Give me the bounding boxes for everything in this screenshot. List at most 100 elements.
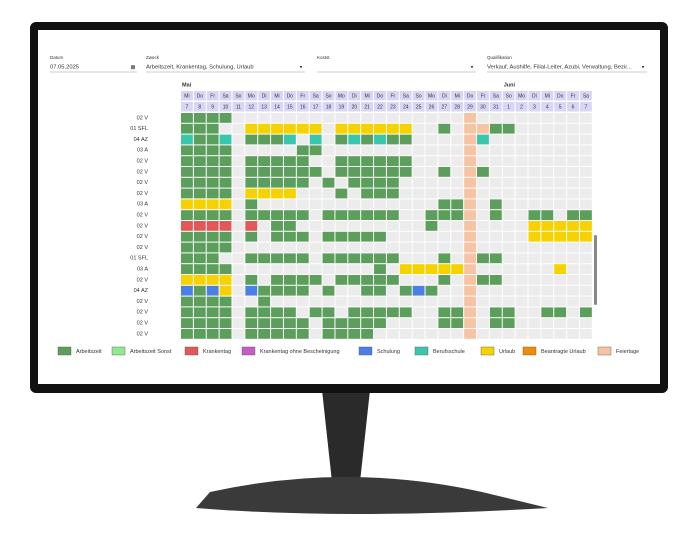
schedule-cell <box>283 199 296 210</box>
schedule-cell <box>181 242 193 253</box>
schedule-cell <box>245 231 258 242</box>
date-cell <box>412 102 425 112</box>
schedule-cell <box>554 296 567 307</box>
schedule-cell <box>232 123 245 134</box>
schedule-cell <box>309 231 322 242</box>
weekday: Fr <box>481 93 486 99</box>
schedule-cell <box>425 134 438 145</box>
schedule-cell <box>425 307 438 318</box>
schedule-cell <box>309 156 322 166</box>
schedule-cell <box>451 188 464 199</box>
schedule-cell <box>541 285 554 296</box>
schedule-cell <box>438 285 451 296</box>
schedule-cell <box>206 199 219 210</box>
schedule-cell <box>309 221 322 231</box>
schedule-cell <box>386 329 399 339</box>
schedule-cell <box>232 113 245 123</box>
schedule-cell <box>283 134 296 145</box>
date-cell <box>438 102 451 112</box>
schedule-cell <box>348 177 361 188</box>
schedule-cell <box>232 134 245 145</box>
schedule-cell <box>374 329 386 339</box>
weekday-cell <box>335 91 348 101</box>
schedule-cell <box>386 296 399 307</box>
schedule-cell <box>451 145 464 156</box>
legend-label: Krankentag <box>203 349 231 355</box>
schedule-cell <box>579 242 592 253</box>
schedule-cell <box>193 113 206 123</box>
date: 6 <box>572 104 575 110</box>
schedule-cell <box>322 134 335 145</box>
schedule-cell <box>309 145 322 156</box>
date: 12 <box>249 104 255 110</box>
schedule-cell <box>335 188 348 199</box>
weekday: So <box>325 93 331 99</box>
schedule-cell <box>386 156 399 166</box>
schedule-cell <box>412 264 425 274</box>
schedule-cell <box>206 210 219 220</box>
schedule-cell <box>206 221 219 231</box>
schedule-cell <box>245 307 258 318</box>
schedule-cell <box>554 264 567 274</box>
schedule-cell <box>567 145 579 156</box>
schedule-cell <box>567 329 579 339</box>
schedule-cell <box>348 307 361 318</box>
schedule-cell <box>489 123 502 134</box>
filter-label: Datum <box>50 55 64 60</box>
schedule-cell <box>412 307 425 318</box>
schedule-cell <box>541 307 554 318</box>
schedule-cell <box>579 221 592 231</box>
schedule-cell <box>502 253 515 264</box>
schedule-cell <box>579 285 592 296</box>
weekday-cell <box>567 91 579 101</box>
schedule-cell <box>193 285 206 296</box>
schedule-cell <box>477 177 489 188</box>
weekday: Do <box>197 93 204 99</box>
schedule-cell <box>219 318 232 328</box>
schedule-cell <box>374 199 386 210</box>
row-label: 01 SFL <box>130 126 148 132</box>
row-label: 02 V <box>137 169 149 175</box>
schedule-cell <box>412 156 425 166</box>
schedule-cell <box>348 231 361 242</box>
schedule-cell <box>412 285 425 296</box>
weekday-cell <box>528 91 541 101</box>
weekday-cell <box>245 91 258 101</box>
schedule-cell <box>464 264 477 274</box>
row-label: 02 V <box>137 223 149 229</box>
schedule-cell <box>181 329 193 339</box>
schedule-cell <box>361 329 374 339</box>
schedule-cell <box>438 296 451 307</box>
schedule-cell <box>489 113 502 123</box>
schedule-cell <box>554 177 567 188</box>
schedule-cell <box>567 156 579 166</box>
schedule-cell <box>245 177 258 188</box>
schedule-cell <box>412 167 425 177</box>
schedule-cell <box>399 134 412 145</box>
schedule-cell <box>386 188 399 199</box>
schedule-cell <box>322 242 335 253</box>
schedule-cell <box>283 145 296 156</box>
schedule-cell <box>554 307 567 318</box>
schedule-cell <box>322 264 335 274</box>
schedule-cell <box>361 275 374 285</box>
schedule-cell <box>567 275 579 285</box>
schedule-cell <box>361 210 374 220</box>
schedule-cell <box>271 199 283 210</box>
schedule-cell <box>348 242 361 253</box>
schedule-cell <box>502 242 515 253</box>
schedule-cell <box>438 242 451 253</box>
schedule-cell <box>489 264 502 274</box>
date-cell <box>425 102 438 112</box>
schedule-cell <box>502 210 515 220</box>
schedule-cell <box>232 145 245 156</box>
stand-base <box>196 477 548 514</box>
date: 15 <box>287 104 293 110</box>
schedule-cell <box>502 307 515 318</box>
schedule-cell <box>361 156 374 166</box>
schedule-cell <box>489 329 502 339</box>
schedule-cell <box>258 253 271 264</box>
weekday: Di <box>532 93 537 99</box>
schedule-cell <box>541 156 554 166</box>
schedule-cell <box>451 167 464 177</box>
